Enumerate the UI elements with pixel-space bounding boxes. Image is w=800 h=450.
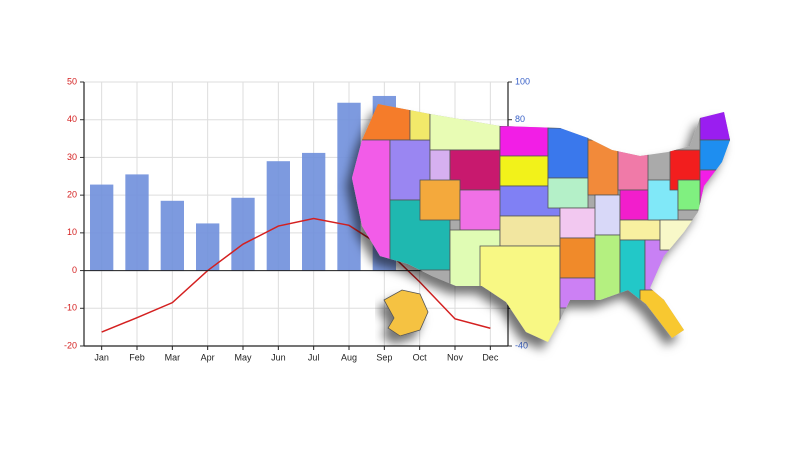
bar [266, 161, 290, 271]
states [352, 104, 730, 342]
bar [302, 152, 326, 271]
x-tick-label: Aug [341, 352, 357, 362]
x-tick-label: Mar [165, 352, 181, 362]
bar [196, 223, 220, 271]
bar [125, 174, 149, 271]
y-tick-label: 40 [67, 114, 77, 124]
line [101, 217, 491, 333]
x-tick-label: Sep [376, 352, 392, 362]
x-tick-label: Jun [271, 352, 286, 362]
us-map [352, 104, 730, 342]
x-tick-label: Oct [413, 352, 428, 362]
y-tick-label: -10 [64, 303, 77, 313]
y-tick-label: 30 [67, 152, 77, 162]
y-tick-label: 50 [67, 76, 77, 86]
x-tick-label: Dec [482, 352, 499, 362]
x-tick-label: Nov [447, 352, 464, 362]
x-tick-label: Apr [201, 352, 215, 362]
y2-tick-label: 80 [515, 114, 525, 124]
x-tick-label: Feb [129, 352, 145, 362]
bar [160, 200, 184, 271]
bar [90, 184, 114, 271]
x-tick-label: May [234, 352, 252, 362]
alaska [383, 289, 429, 337]
y-tick-label: 10 [67, 227, 77, 237]
y2-tick-label: -40 [515, 340, 528, 350]
x-tick-label: Jan [94, 352, 109, 362]
y-tick-label: -20 [64, 340, 77, 350]
y-tick-label: 20 [67, 190, 77, 200]
y2-tick-label: 100 [515, 76, 530, 86]
x-tick-label: Jul [308, 352, 320, 362]
bar [231, 197, 255, 271]
y-tick-label: 0 [72, 265, 77, 275]
